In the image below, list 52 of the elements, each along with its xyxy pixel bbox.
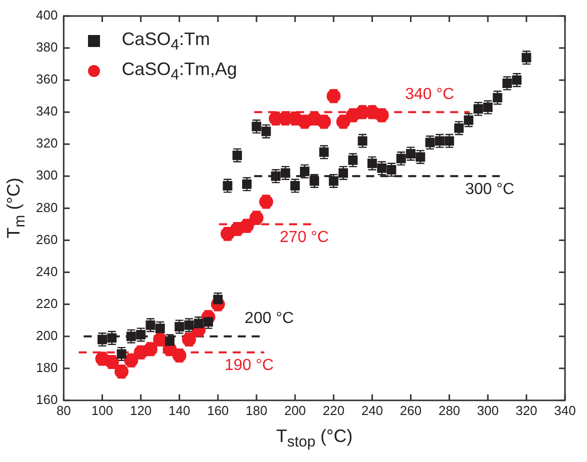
point [182, 332, 196, 347]
x-tick-label: 160 [207, 402, 229, 418]
point [153, 332, 168, 347]
point [365, 105, 380, 120]
point [316, 114, 331, 129]
point [336, 114, 350, 129]
y-tick-label: 220 [36, 296, 58, 311]
y-tick-label: 360 [36, 72, 58, 87]
x-tick-label: 120 [130, 402, 152, 418]
point [240, 218, 254, 233]
x-tick-label: 100 [91, 402, 114, 418]
x-tick-label: 240 [361, 402, 384, 418]
point [143, 342, 158, 356]
ref-line-label: 190 °C [224, 357, 274, 376]
x-tick-label: 200 [284, 402, 306, 418]
x-tick-label: 280 [438, 402, 460, 418]
point [124, 353, 138, 368]
y-tick-label: 160 [36, 392, 58, 407]
point [259, 194, 274, 209]
x-tick-label: 300 [477, 402, 499, 418]
ref-line-label: 200 °C [244, 310, 294, 328]
x-tick-label: 340 [554, 402, 576, 418]
point [114, 364, 129, 379]
x-axis-title: T$_{stop}$ (°C) [276, 426, 353, 451]
y-tick-label: 380 [36, 40, 58, 55]
ref-line-label: 300 °C [465, 181, 514, 200]
point [326, 89, 341, 104]
x-tick-label: 80 [56, 402, 71, 418]
point [220, 226, 235, 241]
y-tick-label: 280 [36, 200, 58, 215]
x-tick-label: 180 [246, 402, 268, 418]
y-tick-label: 180 [36, 360, 58, 375]
ref-line-label: 270 °C [280, 229, 329, 248]
y-tick-label: 320 [36, 136, 58, 151]
legend-label: CaSO$_{4}$:Tm,Ag [122, 58, 238, 84]
point [374, 108, 389, 122]
x-tick-label: 140 [168, 402, 190, 418]
y-tick-label: 400 [36, 8, 58, 23]
y-tick-label: 300 [36, 168, 58, 183]
ref-line-label: 340 °C [405, 86, 454, 104]
y-tick-label: 260 [36, 232, 58, 247]
y-tick-label: 200 [36, 328, 58, 343]
point [230, 222, 244, 236]
x-tick-label: 260 [400, 402, 422, 418]
point [172, 348, 186, 363]
y-tick-label: 240 [36, 264, 58, 279]
point [104, 354, 119, 369]
point [298, 114, 312, 129]
legend-label: CaSO$_{4}$:Tm [122, 28, 210, 54]
y-tick-label: 340 [36, 104, 58, 119]
x-tick-label: 220 [322, 402, 344, 418]
x-tick-label: 320 [516, 402, 538, 418]
